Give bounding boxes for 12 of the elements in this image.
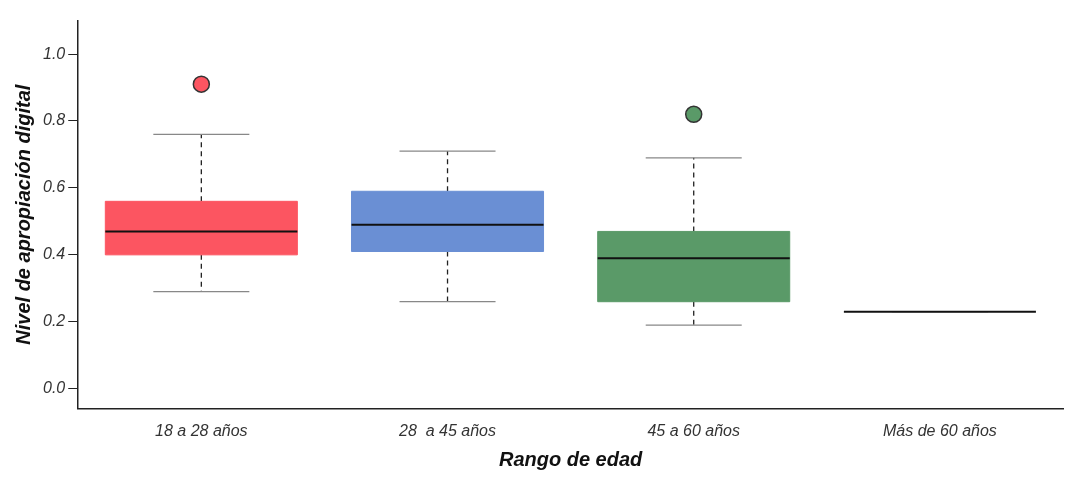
x-tick-label: 18 a 28 años [155,421,248,439]
y-tick-label: 0.4 [42,245,66,263]
x-tick-label: 28 a 45 años [398,421,497,439]
y-tick-label: 0.8 [42,111,66,129]
y-tick-label: 0.0 [42,379,66,397]
y-tick-label: 1.0 [42,44,66,62]
x-tick-label: 45 a 60 años [647,421,740,439]
y-tick-label: 0.6 [42,178,66,196]
y-axis-title: Nivel de apropiación digital [11,84,34,345]
x-tick-label: Más de 60 años [882,421,997,439]
y-tick-label: 0.2 [42,312,66,330]
x-axis-title: Rango de edad [498,447,644,470]
